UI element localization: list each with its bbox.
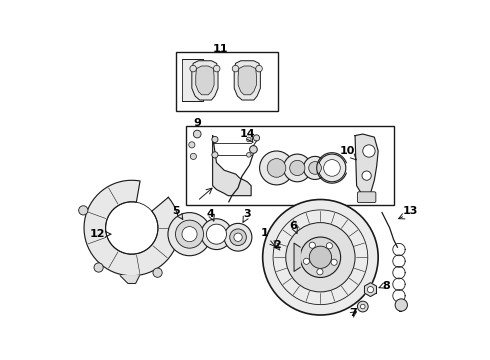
Polygon shape [365, 283, 376, 297]
Circle shape [212, 136, 218, 143]
Circle shape [175, 220, 203, 248]
Circle shape [331, 259, 337, 265]
Circle shape [212, 152, 218, 158]
Polygon shape [196, 66, 214, 95]
Circle shape [324, 159, 340, 176]
Circle shape [182, 226, 197, 242]
Circle shape [361, 304, 365, 309]
Circle shape [168, 213, 211, 256]
Polygon shape [355, 134, 378, 197]
Circle shape [290, 160, 305, 176]
Text: 13: 13 [403, 206, 418, 216]
Text: 3: 3 [244, 209, 251, 219]
Circle shape [256, 65, 262, 72]
Circle shape [94, 263, 103, 272]
Circle shape [230, 229, 246, 246]
Bar [182, 59, 203, 101]
Text: 1: 1 [260, 228, 268, 238]
Circle shape [363, 145, 375, 157]
Circle shape [303, 156, 326, 180]
Text: 6: 6 [290, 221, 297, 231]
Polygon shape [234, 61, 260, 100]
Bar [186, 126, 393, 205]
Circle shape [246, 137, 251, 142]
Polygon shape [213, 136, 251, 195]
Circle shape [260, 151, 294, 185]
Text: 14: 14 [240, 129, 255, 139]
Circle shape [190, 153, 196, 159]
Circle shape [206, 224, 226, 244]
Text: 12: 12 [89, 229, 105, 239]
FancyBboxPatch shape [357, 192, 376, 203]
Circle shape [234, 233, 242, 242]
Text: 9: 9 [193, 117, 201, 127]
Circle shape [309, 242, 316, 248]
Circle shape [232, 65, 239, 72]
Polygon shape [192, 61, 218, 100]
Circle shape [253, 135, 260, 141]
Circle shape [300, 237, 341, 278]
Circle shape [79, 206, 88, 215]
Polygon shape [120, 276, 140, 283]
Polygon shape [294, 243, 300, 271]
Circle shape [283, 154, 311, 182]
Circle shape [395, 299, 408, 311]
Text: 4: 4 [206, 209, 214, 219]
Circle shape [317, 269, 323, 275]
Polygon shape [84, 180, 179, 276]
Polygon shape [238, 66, 256, 95]
Circle shape [214, 65, 220, 72]
Circle shape [309, 162, 321, 174]
Text: 10: 10 [340, 146, 355, 156]
Circle shape [267, 159, 286, 177]
Circle shape [326, 243, 332, 249]
Text: 2: 2 [272, 240, 280, 250]
Circle shape [303, 258, 310, 264]
Circle shape [263, 199, 378, 315]
Circle shape [190, 65, 196, 72]
Text: 8: 8 [382, 281, 390, 291]
Circle shape [246, 153, 251, 157]
Circle shape [224, 223, 252, 251]
Circle shape [201, 219, 232, 249]
Bar [176, 53, 278, 111]
Circle shape [189, 142, 195, 148]
Circle shape [249, 145, 257, 153]
Text: 11: 11 [213, 44, 228, 54]
Circle shape [194, 130, 201, 138]
Circle shape [153, 268, 162, 277]
Circle shape [362, 171, 371, 180]
Circle shape [368, 287, 373, 293]
Circle shape [357, 301, 368, 312]
Text: 7: 7 [350, 308, 357, 318]
Text: 5: 5 [172, 206, 180, 216]
Circle shape [318, 154, 346, 182]
Circle shape [309, 246, 332, 268]
Circle shape [286, 222, 355, 292]
